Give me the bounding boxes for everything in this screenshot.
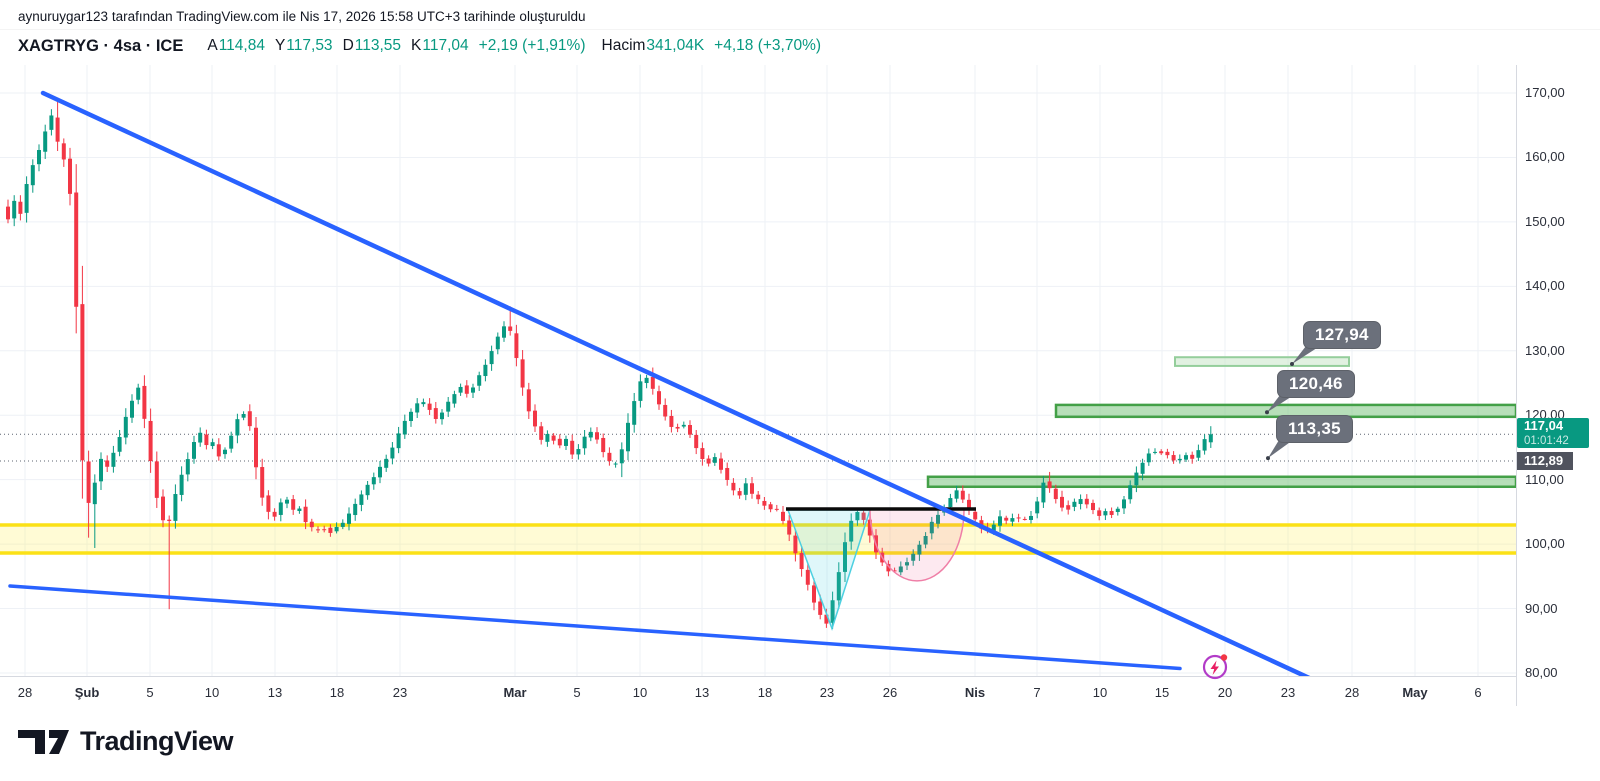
time-tick-label: 23 bbox=[1280, 685, 1296, 700]
signal-lightning-icon[interactable] bbox=[1200, 651, 1230, 681]
close-value: 117,04 bbox=[422, 37, 469, 54]
time-tick-label: 10 bbox=[1092, 685, 1108, 700]
price-target-callout[interactable]: 127,94 bbox=[1303, 321, 1381, 349]
current-price-box: 117,04 01:01:42 bbox=[1517, 418, 1589, 449]
price-tick-label: 160,00 bbox=[1525, 149, 1565, 165]
cup-pattern bbox=[869, 509, 965, 582]
price-tick-label: 110,00 bbox=[1525, 471, 1564, 487]
time-tick-label: 26 bbox=[882, 685, 898, 700]
supply-zone-128 bbox=[1174, 356, 1350, 367]
time-tick-label: 13 bbox=[267, 685, 283, 700]
footer-branding[interactable]: TradingView bbox=[18, 726, 234, 757]
lightning-bolt-icon bbox=[1210, 660, 1219, 675]
time-tick-label: Mar bbox=[503, 685, 527, 700]
attribution-text: aynuruygar123 tarafından TradingView.com… bbox=[0, 0, 1600, 30]
time-tick-label: May bbox=[1402, 685, 1428, 700]
current-price-value: 117,04 bbox=[1524, 418, 1564, 434]
change-value: +2,19 (+1,91%) bbox=[478, 37, 586, 54]
close-label: K bbox=[411, 37, 422, 54]
tradingview-logo-icon bbox=[18, 729, 69, 754]
time-tick-label: 23 bbox=[819, 685, 835, 700]
time-tick-label: 18 bbox=[757, 685, 773, 700]
price-tick-label: 80,00 bbox=[1525, 665, 1558, 680]
price-tick-label: 90,00 bbox=[1525, 600, 1558, 616]
notification-dot bbox=[1220, 654, 1228, 661]
price-tick-label: 170,00 bbox=[1525, 85, 1565, 100]
time-tick-label: 5 bbox=[573, 685, 581, 700]
price-tick-label: 150,00 bbox=[1525, 213, 1565, 229]
time-tick-label: 6 bbox=[1474, 685, 1482, 700]
high-label: Y bbox=[274, 37, 286, 54]
time-tick-label: Nis bbox=[964, 685, 986, 700]
high-value: 117,53 bbox=[286, 37, 333, 54]
price-target-callout[interactable]: 120,46 bbox=[1277, 370, 1355, 398]
time-tick-label: 7 bbox=[1033, 685, 1041, 700]
trendline bbox=[8, 584, 1182, 671]
time-tick-label: 13 bbox=[694, 685, 710, 700]
open-value: 114,84 bbox=[218, 37, 265, 54]
time-tick-label: 23 bbox=[392, 685, 408, 700]
secondary-price-value: 112,89 bbox=[1524, 453, 1564, 469]
time-tick-label: 15 bbox=[1154, 685, 1170, 700]
price-target-callout[interactable]: 113,35 bbox=[1276, 415, 1353, 443]
low-value: 113,55 bbox=[354, 37, 402, 54]
time-tick-label: Şub bbox=[74, 685, 100, 700]
symbol-legend[interactable]: XAGTRYG · 4sa · ICE A 114,84 Y 117,53 D 113… bbox=[18, 33, 821, 59]
bar-countdown: 01:01:42 bbox=[1524, 435, 1569, 448]
price-tick-label: 130,00 bbox=[1525, 342, 1565, 358]
secondary-price-box: 112,89 bbox=[1517, 452, 1573, 471]
price-tick-label: 140,00 bbox=[1525, 278, 1565, 294]
support-zone-110 bbox=[926, 475, 1518, 489]
v-pattern bbox=[786, 509, 872, 631]
open-label: A bbox=[207, 37, 218, 54]
symbol-title[interactable]: XAGTRYG · 4sa · ICE bbox=[18, 36, 184, 55]
price-axis[interactable]: 170,00 160,00 150,00 140,00 130,00 120,00 110,… bbox=[1516, 65, 1600, 706]
time-tick-label: 28 bbox=[17, 685, 33, 700]
time-tick-label: 10 bbox=[632, 685, 648, 700]
brand-name: TradingView bbox=[80, 726, 234, 756]
time-tick-label: 20 bbox=[1217, 685, 1233, 700]
trendline bbox=[40, 90, 1321, 685]
time-tick-label: 5 bbox=[146, 685, 154, 700]
time-tick-label: 28 bbox=[1344, 685, 1360, 700]
time-tick-label: 18 bbox=[329, 685, 345, 700]
time-axis[interactable]: 28 Şub 5 10 13 18 23 Mar 5 10 13 18 23 26 Nis 7 10 15 20 23… bbox=[0, 676, 1516, 707]
time-tick-label: 10 bbox=[204, 685, 220, 700]
signal-circle bbox=[1202, 654, 1228, 680]
price-tick-label: 100,00 bbox=[1525, 536, 1565, 552]
volume-value: 341,04K bbox=[646, 37, 705, 54]
volume-label: Hacim bbox=[601, 37, 646, 54]
low-label: D bbox=[342, 37, 354, 54]
volume-change-value: +4,18 (+3,70%) bbox=[714, 37, 822, 54]
